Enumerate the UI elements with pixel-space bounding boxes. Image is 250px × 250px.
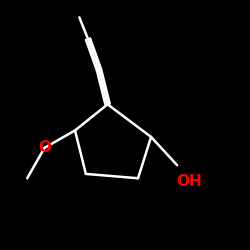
Text: O: O	[38, 140, 51, 155]
Text: OH: OH	[176, 174, 202, 189]
